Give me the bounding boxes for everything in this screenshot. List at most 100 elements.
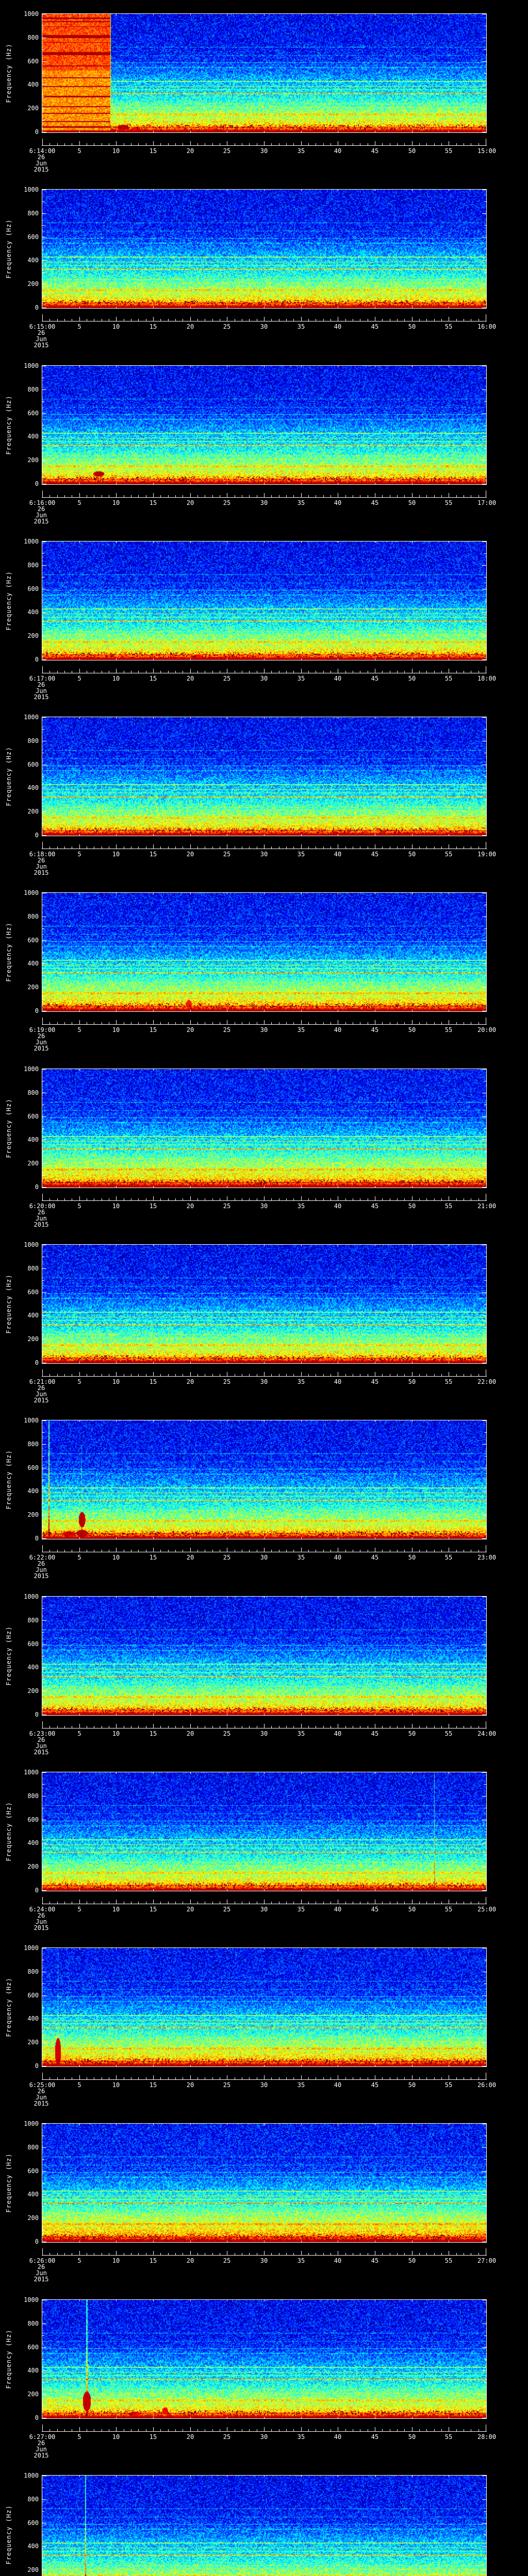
end-time-label: 28:00 xyxy=(466,2434,507,2441)
tick-mark xyxy=(382,2253,383,2255)
tick-mark xyxy=(482,108,486,109)
tick-mark xyxy=(382,143,383,145)
tick-mark xyxy=(286,143,287,145)
tick-mark xyxy=(249,143,250,145)
tick-mark xyxy=(482,2499,486,2500)
spectrogram-canvas xyxy=(42,2476,486,2576)
tick-mark xyxy=(308,1902,309,1904)
y-axis-tick-label: 200 xyxy=(0,1687,39,1694)
tick-mark xyxy=(404,495,405,497)
tick-mark xyxy=(153,483,154,484)
tick-mark xyxy=(419,1550,420,1552)
y-axis-tick-label: 0 xyxy=(0,1183,39,1191)
tick-mark xyxy=(197,495,198,497)
tick-mark xyxy=(323,671,324,673)
time-axis-line xyxy=(42,1024,487,1025)
tick-mark xyxy=(484,49,486,50)
tick-mark xyxy=(64,671,65,673)
time-axis-tick-label: 30 xyxy=(256,2258,272,2264)
spectrogram-panel: Frequency (Hz) 1000 800 600 400 200 0 6:17:00… xyxy=(0,528,528,703)
tick-mark xyxy=(79,317,80,321)
tick-mark xyxy=(190,366,191,367)
y-axis-tick-label: 600 xyxy=(0,1113,39,1120)
spectrogram-canvas xyxy=(42,1597,486,1715)
tick-mark xyxy=(79,1020,80,1024)
tick-mark xyxy=(301,2251,302,2255)
tick-mark xyxy=(323,846,324,849)
tick-mark xyxy=(116,1372,117,1376)
tick-mark xyxy=(264,1186,265,1188)
tick-mark xyxy=(264,1889,265,1891)
tick-mark xyxy=(79,190,80,191)
tick-mark xyxy=(57,1726,58,1728)
plot-area xyxy=(42,1069,487,1188)
tick-mark xyxy=(308,671,309,673)
tick-mark xyxy=(286,846,287,849)
time-axis-tick-label: 10 xyxy=(108,1554,124,1561)
y-axis-tick-label: 400 xyxy=(0,433,39,440)
tick-mark xyxy=(42,2159,44,2160)
time-axis-tick-label: 45 xyxy=(367,148,383,155)
tick-mark xyxy=(190,2075,191,2079)
tick-mark xyxy=(190,893,191,894)
tick-mark xyxy=(264,1900,265,1904)
tick-mark xyxy=(264,2251,265,2255)
tick-mark xyxy=(57,495,58,497)
tick-mark xyxy=(153,317,154,321)
y-axis-tick-label: 200 xyxy=(0,2214,39,2222)
tick-mark xyxy=(441,1902,442,1904)
tick-mark xyxy=(190,1714,191,1715)
tick-mark xyxy=(397,143,398,145)
tick-mark xyxy=(271,143,272,145)
tick-mark xyxy=(308,319,309,321)
y-axis-tick-label: 200 xyxy=(0,456,39,464)
tick-mark xyxy=(79,2300,80,2301)
tick-mark xyxy=(190,2427,191,2431)
tick-mark xyxy=(175,846,176,849)
tick-mark xyxy=(42,2546,46,2547)
time-axis-tick-label: 20 xyxy=(183,2082,198,2089)
spectrogram-panel: Frequency (Hz) 1000 800 600 400 200 0 6:19:00… xyxy=(0,879,528,1055)
tick-mark xyxy=(190,2476,191,2477)
y-axis-tick-label: 600 xyxy=(0,2344,39,2351)
tick-mark xyxy=(271,2429,272,2431)
tick-mark xyxy=(116,317,117,321)
tick-mark xyxy=(160,2077,161,2079)
date-line: Jun xyxy=(21,2446,62,2452)
tick-mark xyxy=(434,1022,435,1024)
tick-mark xyxy=(175,671,176,673)
tick-mark xyxy=(482,1644,486,1645)
tick-mark xyxy=(397,1550,398,1552)
date-line: 26 xyxy=(21,2440,62,2446)
tick-mark xyxy=(301,1362,302,1363)
time-axis-tick-label: 55 xyxy=(441,500,456,506)
tick-mark xyxy=(175,1726,176,1728)
tick-mark xyxy=(419,1374,420,1376)
tick-mark xyxy=(42,2194,46,2195)
tick-mark xyxy=(482,1995,486,1996)
y-axis-tick-label: 600 xyxy=(0,2167,39,2175)
tick-mark xyxy=(175,495,176,497)
tick-mark xyxy=(116,717,117,719)
tick-mark xyxy=(168,1902,169,1904)
time-axis-line xyxy=(42,145,487,146)
tick-mark xyxy=(197,2253,198,2255)
tick-mark xyxy=(175,1022,176,1024)
tick-mark xyxy=(293,671,294,673)
tick-mark xyxy=(138,1902,139,1904)
tick-mark xyxy=(482,1187,486,1188)
end-time-label: 26:00 xyxy=(466,2082,507,2089)
y-axis-tick-label: 400 xyxy=(0,960,39,967)
tick-mark xyxy=(482,260,486,261)
tick-mark xyxy=(345,2077,346,2079)
tick-mark xyxy=(175,1902,176,1904)
tick-mark xyxy=(79,1196,80,1200)
tick-mark xyxy=(42,1721,43,1728)
tick-mark xyxy=(264,1069,265,1071)
plot-area xyxy=(42,1420,487,1539)
tick-mark xyxy=(153,1772,154,1774)
tick-mark xyxy=(434,2429,435,2431)
time-axis-tick-label: 30 xyxy=(256,1906,272,1913)
tick-mark xyxy=(478,143,479,145)
tick-mark xyxy=(160,1902,161,1904)
